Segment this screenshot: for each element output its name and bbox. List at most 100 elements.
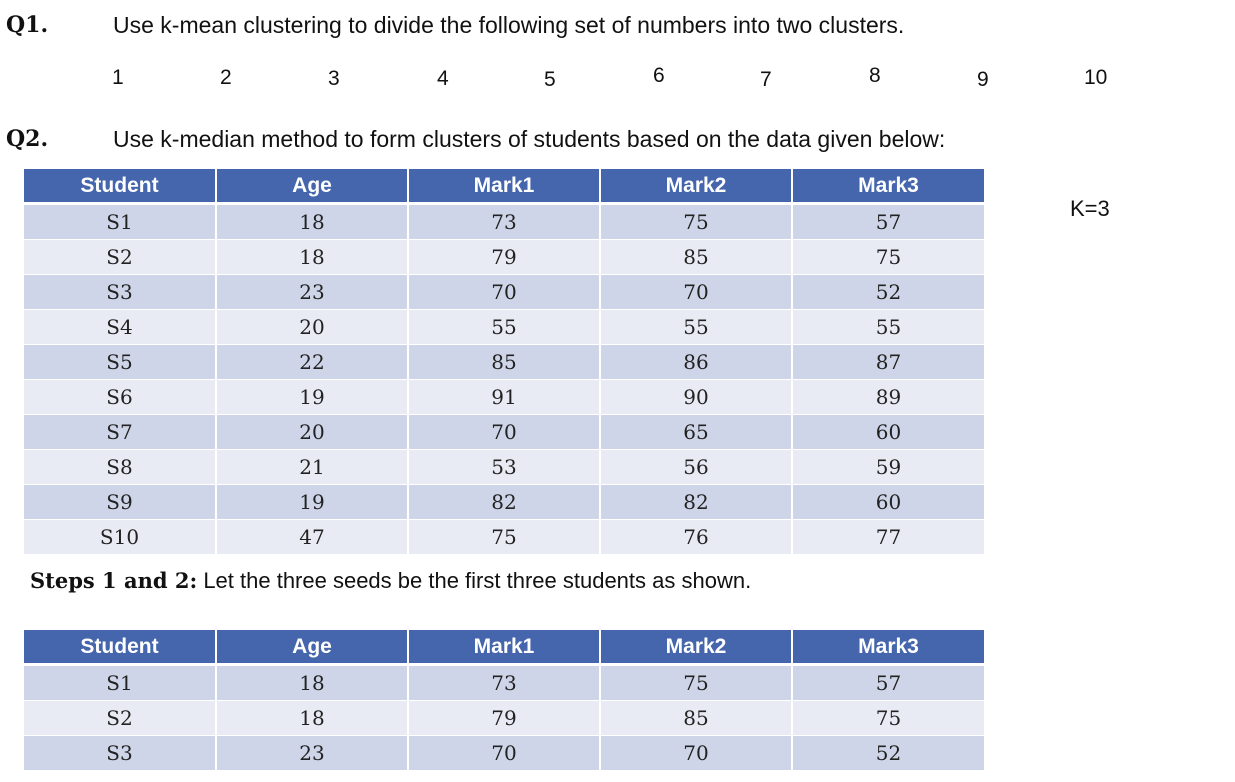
table-cell: 21 [216,449,409,485]
steps-text: Steps 1 and 2: Let the three seeds be th… [30,568,751,594]
table-cell: 73 [408,664,601,701]
table-cell: 70 [408,414,601,450]
number-list: 1 2 3 4 5 6 7 8 9 10 [0,64,1235,94]
q2-text: Use k-median method to form clusters of … [113,126,946,152]
table-cell: 23 [216,735,409,771]
table-cell: 23 [216,274,409,310]
table-cell: S8 [24,449,217,485]
table-cell: S1 [24,203,217,240]
table-cell: 75 [600,203,793,240]
k-label: K=3 [1070,196,1110,221]
table-cell: 18 [216,203,409,240]
table-cell: S10 [24,519,217,555]
table-cell: 75 [792,700,984,736]
table-cell: 19 [216,484,409,520]
table-cell: 56 [600,449,793,485]
table-cell: 86 [600,344,793,380]
table-cell: 87 [792,344,984,380]
table-cell: 60 [792,414,984,450]
table-cell: S3 [24,735,217,771]
table-row: S3 23 70 70 52 [24,735,984,771]
table-cell: 57 [792,203,984,240]
table-cell: S9 [24,484,217,520]
table-row: S1 18 73 75 57 [24,203,984,240]
number-item: 10 [1084,66,1108,89]
number-item: 4 [437,67,449,90]
table-cell: S7 [24,414,217,450]
column-header: Mark1 [408,169,601,205]
table-header-row: Student Age Mark1 Mark2 Mark3 [24,169,984,205]
table-cell: S5 [24,344,217,380]
number-item: 6 [653,64,665,87]
table-row: S9 19 82 82 60 [24,484,984,520]
table-cell: 20 [216,309,409,345]
table-cell: 53 [408,449,601,485]
column-header: Mark2 [600,169,793,205]
table-cell: 75 [600,664,793,701]
column-header: Mark1 [408,630,601,666]
table-cell: 75 [408,519,601,555]
table-cell: S1 [24,664,217,701]
table-cell: S3 [24,274,217,310]
table-cell: 18 [216,700,409,736]
table-row: S8 21 53 56 59 [24,449,984,485]
table-cell: 79 [408,239,601,275]
table-cell: S2 [24,700,217,736]
table-row: S5 22 85 86 87 [24,344,984,380]
table-cell: 82 [600,484,793,520]
column-header: Age [216,169,409,205]
column-header: Age [216,630,409,666]
table-cell: 91 [408,379,601,415]
table-row: S7 20 70 65 60 [24,414,984,450]
table-cell: 70 [408,735,601,771]
table-row: S4 20 55 55 55 [24,309,984,345]
number-item: 1 [112,66,124,89]
steps-heading: Steps 1 and 2: [30,568,198,593]
number-item: 3 [328,67,340,90]
table-cell: 22 [216,344,409,380]
table-cell: 55 [792,309,984,345]
column-header: Mark3 [792,169,984,205]
table-cell: 18 [216,239,409,275]
table-row: S2 18 79 85 75 [24,239,984,275]
table-cell: 52 [792,274,984,310]
column-header: Mark2 [600,630,793,666]
table-row: S2 18 79 85 75 [24,700,984,736]
table-cell: 82 [408,484,601,520]
table-cell: 65 [600,414,793,450]
table-cell: 57 [792,664,984,701]
table-cell: 73 [408,203,601,240]
table-cell: 70 [408,274,601,310]
table-cell: 52 [792,735,984,771]
column-header: Mark3 [792,630,984,666]
table-cell: 20 [216,414,409,450]
q2-label: Q2. [6,126,49,152]
q1-label: Q1. [6,12,49,38]
table-header-row: Student Age Mark1 Mark2 Mark3 [24,630,984,666]
table-row: S1 18 73 75 57 [24,664,984,701]
table-cell: S4 [24,309,217,345]
table-cell: S6 [24,379,217,415]
table-cell: 79 [408,700,601,736]
table-cell: 77 [792,519,984,555]
table-cell: 70 [600,274,793,310]
table-row: S6 19 91 90 89 [24,379,984,415]
number-item: 9 [977,68,989,91]
column-header: Student [24,630,217,666]
steps-description: Let the three seeds be the first three s… [197,568,752,593]
table-cell: S2 [24,239,217,275]
table-cell: 60 [792,484,984,520]
table-cell: 55 [600,309,793,345]
column-header: Student [24,169,217,205]
table-cell: 75 [792,239,984,275]
table-cell: 55 [408,309,601,345]
q1-text: Use k-mean clustering to divide the foll… [113,12,905,38]
table-cell: 85 [600,239,793,275]
number-item: 5 [544,68,556,91]
table-cell: 90 [600,379,793,415]
table-cell: 76 [600,519,793,555]
table-cell: 59 [792,449,984,485]
table-row: S10 47 75 76 77 [24,519,984,555]
students-table: Student Age Mark1 Mark2 Mark3 S1 18 73 7… [24,169,984,555]
seeds-table: Student Age Mark1 Mark2 Mark3 S1 18 73 7… [24,630,984,771]
